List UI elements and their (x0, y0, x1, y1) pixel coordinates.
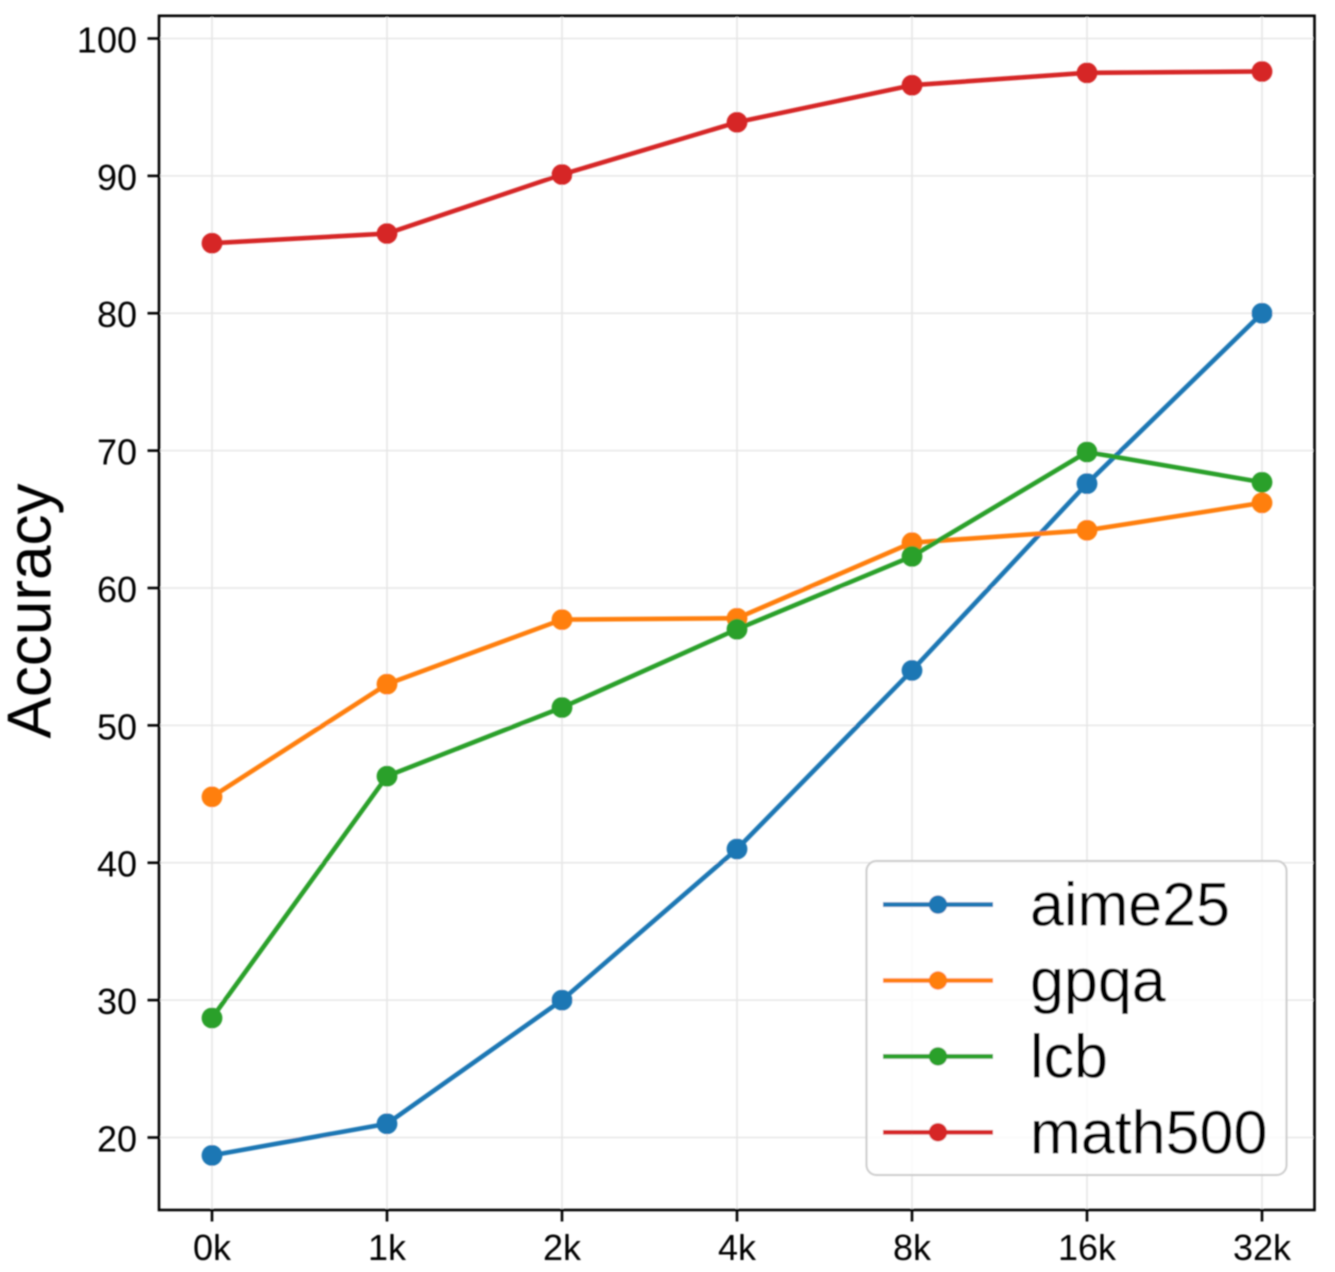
svg-text:40: 40 (97, 844, 137, 885)
svg-text:4k: 4k (718, 1227, 757, 1268)
svg-text:60: 60 (97, 569, 137, 610)
svg-text:aime25: aime25 (1030, 871, 1230, 939)
svg-text:32k: 32k (1233, 1227, 1292, 1268)
svg-text:math500: math500 (1030, 1098, 1267, 1166)
svg-text:Accuracy: Accuracy (0, 484, 65, 739)
svg-text:gpqa: gpqa (1030, 947, 1166, 1015)
svg-text:2k: 2k (543, 1227, 582, 1268)
svg-text:8k: 8k (893, 1227, 932, 1268)
svg-text:0k: 0k (193, 1227, 232, 1268)
svg-text:90: 90 (97, 157, 137, 198)
svg-text:80: 80 (97, 294, 137, 335)
svg-text:lcb: lcb (1030, 1022, 1108, 1090)
svg-text:16k: 16k (1058, 1227, 1117, 1268)
svg-text:100: 100 (77, 19, 137, 60)
svg-text:70: 70 (97, 432, 137, 473)
svg-text:30: 30 (97, 981, 137, 1022)
svg-text:1k: 1k (368, 1227, 407, 1268)
svg-text:20: 20 (97, 1118, 137, 1159)
svg-text:50: 50 (97, 706, 137, 747)
